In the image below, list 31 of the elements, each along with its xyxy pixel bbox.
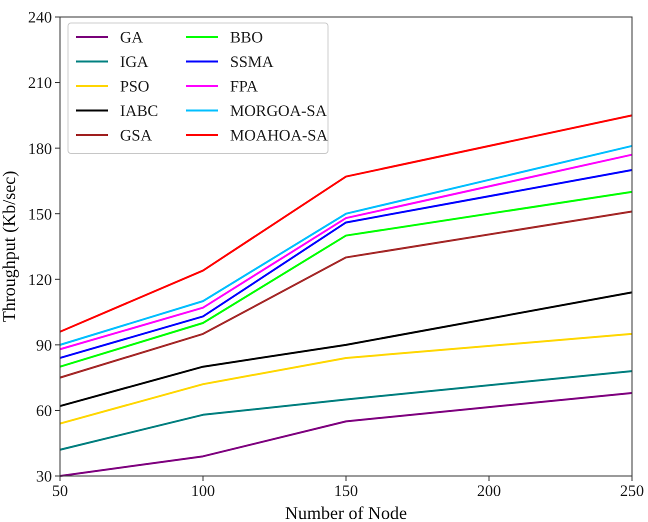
y-tick-label: 30 xyxy=(36,468,52,486)
line-series xyxy=(59,291,633,408)
y-tick-label: 180 xyxy=(28,140,52,158)
line-series xyxy=(59,332,633,425)
x-tick-label: 250 xyxy=(620,483,644,500)
legend-label: IABC xyxy=(120,103,158,120)
y-tick-label: 90 xyxy=(36,337,52,354)
x-tick-label: 100 xyxy=(191,483,215,500)
legend-label: GSA xyxy=(120,128,152,145)
y-axis-title: Throughput (Kb/sec) xyxy=(0,170,19,322)
line-series xyxy=(59,210,633,379)
legend-label: SSMA xyxy=(230,54,274,72)
y-tick-label: 210 xyxy=(28,75,52,92)
line-series xyxy=(59,392,633,477)
x-tick-label: 150 xyxy=(334,483,358,500)
x-tick-label: 200 xyxy=(477,483,501,500)
line-series xyxy=(59,370,633,451)
x-tick-label: 50 xyxy=(52,483,68,500)
legend-label: MOAHOA-SA xyxy=(230,128,328,145)
legend-label: IGA xyxy=(120,54,149,72)
y-tick-label: 60 xyxy=(36,403,52,420)
y-tick-label: 150 xyxy=(28,206,52,224)
x-axis-title: Number of Node xyxy=(285,503,407,522)
line-series xyxy=(59,190,633,368)
y-tick-label: 240 xyxy=(28,10,52,27)
legend-label: BBO xyxy=(230,30,263,47)
legend-label: FPA xyxy=(230,78,258,96)
legend-label: GA xyxy=(120,30,144,47)
legend-label: MORGOA-SA xyxy=(230,103,328,120)
y-tick-label: 120 xyxy=(28,272,52,289)
legend-label: PSO xyxy=(120,78,150,96)
